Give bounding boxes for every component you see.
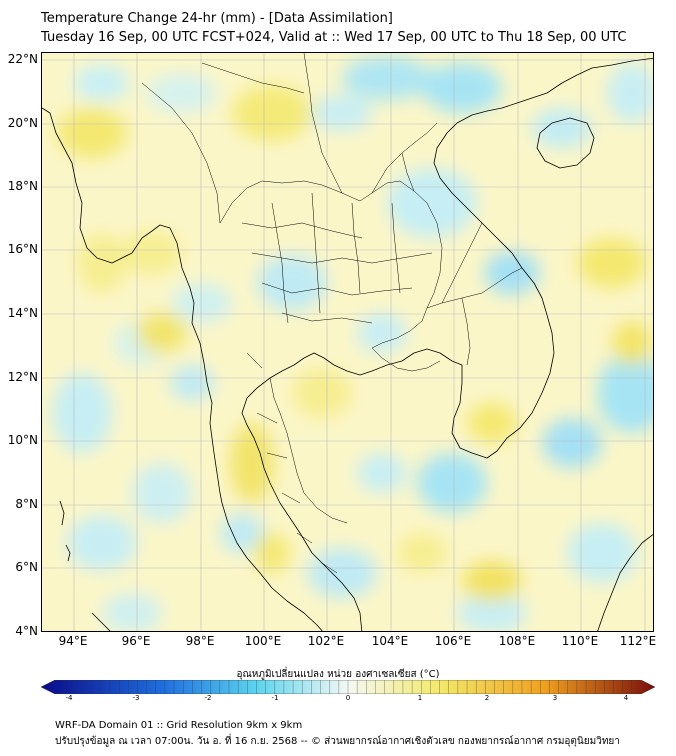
lon-label-106e: 106°E (434, 634, 472, 648)
lat-label-4n: 4°N (15, 624, 38, 638)
colorbar-tick: 2 (484, 694, 490, 702)
lat-label-22n: 22°N (7, 52, 38, 66)
lat-label-14n: 14°N (7, 306, 38, 320)
lat-label-18n: 18°N (7, 179, 38, 193)
colorbar-tick: 4 (623, 694, 629, 702)
map-title: Temperature Change 24-hr (mm) - [Data As… (41, 11, 393, 26)
colorbar-tick: -4 (65, 694, 73, 702)
colorbar-tick: -1 (271, 694, 279, 702)
colorbar-tick: 0 (345, 694, 351, 702)
lon-label-110e: 110°E (561, 634, 599, 648)
map-panel (41, 52, 654, 632)
footer-domain-info: WRF-DA Domain 01 :: Grid Resolution 9km … (55, 720, 303, 731)
lon-label-100e: 100°E (244, 634, 282, 648)
lon-label-112e: 112°E (619, 634, 657, 648)
colorbar-title: อุณหภูมิเปลี่ยนแปลง หน่วย องศาเซลเซียส (… (236, 669, 440, 680)
lat-label-16n: 16°N (7, 242, 38, 256)
lon-label-102e: 102°E (307, 634, 345, 648)
temperature-change-map (42, 53, 653, 631)
colorbar-tick: 1 (417, 694, 423, 702)
colorbar (41, 680, 655, 694)
lon-label-104e: 104°E (371, 634, 409, 648)
lon-label-94e: 94°E (58, 634, 88, 648)
lon-label-98e: 98°E (185, 634, 215, 648)
coastlines (42, 57, 653, 631)
map-subtitle: Tuesday 16 Sep, 00 UTC FCST+024, Valid a… (41, 30, 627, 45)
gridlines (42, 53, 653, 631)
lon-label-96e: 96°E (121, 634, 151, 648)
country-borders (141, 53, 523, 574)
colorbar-tick: -2 (204, 694, 212, 702)
colorbar-tick: 3 (552, 694, 558, 702)
footer-update-info: ปรับปรุงข้อมูล ณ เวลา 07:00น. วัน อ. ที่… (55, 736, 620, 747)
anomaly-field (52, 56, 653, 631)
lon-label-108e: 108°E (498, 634, 536, 648)
lat-label-10n: 10°N (7, 433, 38, 447)
lat-label-8n: 8°N (15, 497, 38, 511)
colorbar-tick: -3 (132, 694, 140, 702)
lat-label-20n: 20°N (7, 116, 38, 130)
lat-label-6n: 6°N (15, 560, 38, 574)
lat-label-12n: 12°N (7, 370, 38, 384)
